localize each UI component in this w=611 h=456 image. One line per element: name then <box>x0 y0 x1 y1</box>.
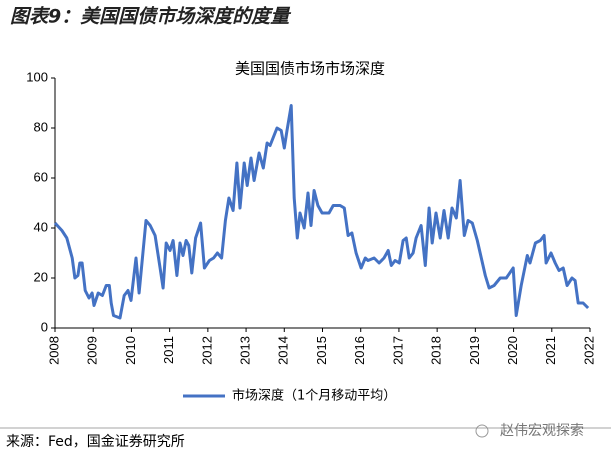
legend-label: 市场深度（1个月移动平均） <box>232 388 396 404</box>
x-tick-label: 2011 <box>161 336 176 364</box>
y-tick-label: 0 <box>41 319 48 334</box>
x-tick-label: 2012 <box>199 336 214 365</box>
x-tick-label: 2010 <box>123 336 138 365</box>
x-tick-label: 2017 <box>390 336 405 365</box>
source: 来源：Fed，国金证券研究所 <box>6 434 185 450</box>
data-line <box>53 104 590 320</box>
x-tick-label: 2009 <box>85 336 100 365</box>
x-tick-label: 2019 <box>467 336 482 365</box>
x-tick-label: 2016 <box>352 336 367 365</box>
x-tick-label: 2008 <box>46 336 61 365</box>
chart-title: 美国国债市场市场深度 <box>235 60 385 77</box>
x-tick-label: 2020 <box>505 336 520 365</box>
watermark: 赵伟宏观探索 <box>500 422 584 439</box>
y-tick-label: 60 <box>34 169 48 184</box>
x-tick-label: 2021 <box>543 336 558 365</box>
x-tick-label: 2015 <box>314 336 329 365</box>
watermark-icon <box>475 424 489 438</box>
y-tick-label: 100 <box>26 69 48 84</box>
header-title: 图表9：美国国债市场深度的度量 <box>10 6 291 28</box>
y-tick-label: 40 <box>34 219 48 234</box>
y-tick-label: 80 <box>34 119 48 134</box>
x-tick-label: 2022 <box>581 336 596 365</box>
x-tick-label: 2014 <box>276 336 291 365</box>
y-tick-label: 20 <box>34 269 48 284</box>
x-tick-label: 2013 <box>238 336 253 365</box>
x-tick-label: 2018 <box>429 336 444 365</box>
